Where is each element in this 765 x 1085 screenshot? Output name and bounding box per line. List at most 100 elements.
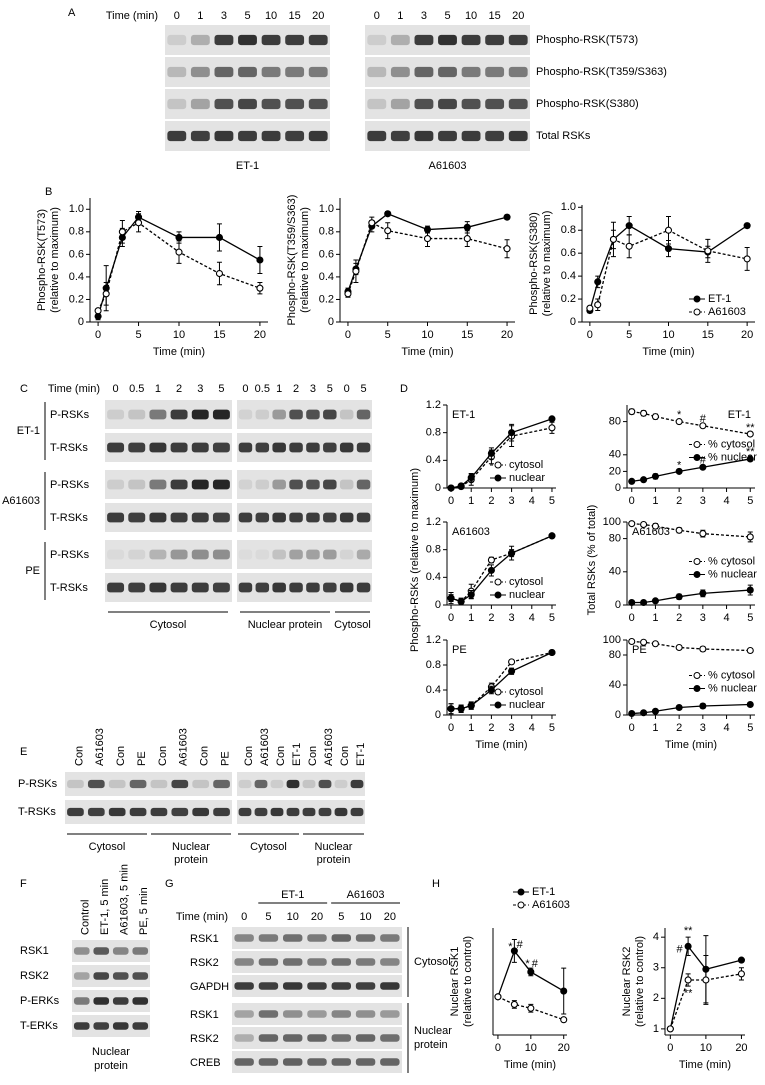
time-tick: 20: [312, 10, 324, 22]
band: [167, 98, 187, 110]
y-tick-label: 0.6: [69, 248, 84, 260]
panel-letter: A: [68, 7, 76, 19]
band: [307, 934, 327, 942]
data-point: [586, 304, 594, 312]
band: [171, 807, 189, 817]
blot: [105, 400, 232, 429]
band: [254, 779, 268, 789]
data-point: [134, 219, 143, 227]
data-point: [487, 566, 495, 574]
blot: [105, 470, 232, 499]
time-tick: 0: [174, 10, 180, 22]
legend-marker: [494, 688, 502, 696]
y-tick-label: 1.0: [561, 201, 576, 213]
band: [285, 130, 305, 142]
lane-label: PE: [136, 751, 148, 766]
band: [307, 1010, 327, 1018]
band: [212, 479, 230, 490]
blot: [237, 470, 372, 499]
y-tick-label: 0.8: [69, 226, 84, 238]
band: [355, 1058, 376, 1066]
band: [289, 409, 303, 420]
legend-label: % nuclear: [708, 682, 757, 694]
x-tick-label: 5: [747, 612, 753, 624]
band: [238, 98, 257, 110]
blot: [105, 503, 232, 532]
band: [283, 1034, 303, 1042]
band: [170, 549, 188, 560]
legend-label: cytosol: [509, 459, 543, 471]
legend-label: % cytosol: [708, 555, 755, 567]
data-point: [102, 290, 110, 298]
data-point: [640, 638, 648, 646]
legend-marker: [693, 672, 701, 679]
lane-label: Con: [307, 746, 319, 766]
x-tick-label: 2: [676, 722, 682, 734]
data-point: [447, 484, 455, 492]
y-axis-label: Phospho-RSK(T359/S363): [286, 195, 298, 326]
band: [191, 409, 209, 420]
series-line: [451, 651, 553, 710]
x-tick-label: 5: [747, 495, 753, 507]
band: [306, 442, 320, 453]
band: [129, 779, 147, 789]
row-label: Total RSKs: [536, 130, 591, 142]
y-tick-label: 1.0: [319, 203, 334, 215]
x-tick-label: 1: [652, 495, 658, 507]
lane-label: PE: [219, 751, 231, 766]
row-label: Phospho-RSK(T573): [536, 34, 638, 46]
legend-label: nuclear: [509, 472, 545, 484]
y-tick-label: 0.4: [426, 571, 441, 583]
data-point: [746, 646, 754, 655]
lane-label: Con: [339, 746, 351, 766]
data-point: [352, 267, 360, 275]
legend-marker: [494, 701, 502, 709]
data-point: [548, 415, 556, 423]
row-label: P-RSKs: [50, 479, 90, 491]
band: [214, 130, 234, 142]
row-label: RSK1: [190, 933, 219, 945]
data-point: [467, 474, 475, 482]
band: [112, 947, 129, 955]
annotation: #: [532, 958, 539, 970]
x-tick-label: 4: [529, 722, 535, 734]
fraction-label: Cytosol: [414, 956, 451, 968]
y-tick-label: 0: [615, 709, 621, 721]
band: [261, 130, 281, 142]
annotation: *: [525, 958, 530, 970]
y-tick-label: 80: [609, 416, 621, 428]
band: [73, 997, 90, 1005]
x-tick-label: 4: [723, 722, 729, 734]
legend-marker: [693, 308, 701, 316]
band: [350, 779, 364, 789]
band: [331, 982, 351, 990]
band: [367, 130, 387, 142]
band: [108, 779, 126, 789]
row-label: T-RSKs: [18, 806, 56, 818]
series-line: [631, 640, 751, 652]
legend-marker: [517, 888, 525, 896]
band: [93, 972, 110, 980]
lane-label: Control: [80, 900, 92, 935]
row-label: T-RSKs: [50, 442, 88, 454]
x-tick-label: 4: [723, 495, 729, 507]
band: [350, 807, 364, 817]
blot: [105, 573, 232, 602]
data-point: [508, 429, 516, 437]
fraction-label: Nuclear: [315, 841, 353, 853]
band: [308, 34, 328, 46]
band: [128, 409, 146, 420]
band: [355, 1034, 376, 1042]
data-point: [746, 586, 754, 594]
row-label: RSK2: [190, 1033, 219, 1045]
band: [438, 66, 457, 78]
x-tick-label: 0: [448, 495, 454, 507]
lane-label: A61603: [259, 728, 271, 766]
data-point: [746, 455, 754, 463]
band: [289, 479, 303, 490]
chart-label: PE: [452, 644, 467, 656]
y-tick-label: 0: [615, 599, 621, 611]
treatment-label: A61603: [2, 495, 40, 507]
blot: [232, 1003, 402, 1025]
data-point: [625, 222, 633, 230]
